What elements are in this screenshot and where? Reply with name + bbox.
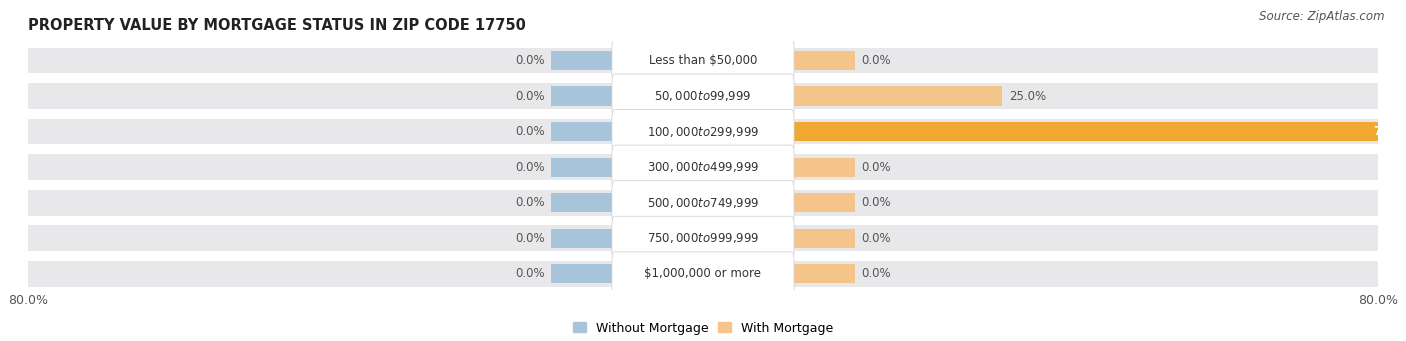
Bar bbox=[792, 193, 855, 212]
Text: $50,000 to $99,999: $50,000 to $99,999 bbox=[654, 89, 752, 103]
Bar bbox=[792, 264, 855, 283]
Text: 0.0%: 0.0% bbox=[515, 232, 544, 245]
Text: 0.0%: 0.0% bbox=[515, 196, 544, 209]
FancyBboxPatch shape bbox=[612, 252, 794, 296]
Text: 75.0%: 75.0% bbox=[1374, 125, 1406, 138]
Text: Less than $50,000: Less than $50,000 bbox=[648, 54, 758, 67]
Text: 0.0%: 0.0% bbox=[862, 54, 891, 67]
Bar bbox=[551, 229, 614, 248]
Bar bbox=[792, 158, 855, 177]
Text: 0.0%: 0.0% bbox=[862, 196, 891, 209]
Bar bbox=[28, 48, 1378, 73]
Text: $300,000 to $499,999: $300,000 to $499,999 bbox=[647, 160, 759, 174]
Text: PROPERTY VALUE BY MORTGAGE STATUS IN ZIP CODE 17750: PROPERTY VALUE BY MORTGAGE STATUS IN ZIP… bbox=[28, 18, 526, 33]
Text: 0.0%: 0.0% bbox=[515, 54, 544, 67]
Bar bbox=[28, 83, 1378, 109]
Text: $750,000 to $999,999: $750,000 to $999,999 bbox=[647, 231, 759, 245]
Bar bbox=[792, 51, 855, 70]
Bar bbox=[551, 193, 614, 212]
Bar bbox=[551, 158, 614, 177]
Text: $100,000 to $299,999: $100,000 to $299,999 bbox=[647, 124, 759, 138]
Text: 0.0%: 0.0% bbox=[862, 267, 891, 280]
Text: 0.0%: 0.0% bbox=[515, 125, 544, 138]
Bar bbox=[551, 51, 614, 70]
Bar bbox=[28, 261, 1378, 287]
Text: 25.0%: 25.0% bbox=[1010, 90, 1046, 103]
Text: 0.0%: 0.0% bbox=[515, 161, 544, 174]
Bar bbox=[792, 122, 1406, 141]
Bar bbox=[28, 154, 1378, 180]
Text: $1,000,000 or more: $1,000,000 or more bbox=[644, 267, 762, 280]
Bar bbox=[28, 119, 1378, 144]
Legend: Without Mortgage, With Mortgage: Without Mortgage, With Mortgage bbox=[569, 318, 837, 338]
FancyBboxPatch shape bbox=[612, 39, 794, 83]
Text: 0.0%: 0.0% bbox=[862, 232, 891, 245]
Text: 0.0%: 0.0% bbox=[515, 267, 544, 280]
Bar bbox=[28, 225, 1378, 251]
Text: Source: ZipAtlas.com: Source: ZipAtlas.com bbox=[1260, 10, 1385, 23]
FancyBboxPatch shape bbox=[612, 74, 794, 118]
Bar bbox=[551, 264, 614, 283]
FancyBboxPatch shape bbox=[612, 216, 794, 260]
Bar bbox=[28, 190, 1378, 216]
FancyBboxPatch shape bbox=[612, 109, 794, 154]
Bar bbox=[792, 229, 855, 248]
Bar bbox=[551, 122, 614, 141]
Bar bbox=[792, 86, 1002, 106]
FancyBboxPatch shape bbox=[612, 181, 794, 225]
Text: 0.0%: 0.0% bbox=[862, 161, 891, 174]
Bar bbox=[551, 86, 614, 106]
Text: $500,000 to $749,999: $500,000 to $749,999 bbox=[647, 196, 759, 210]
FancyBboxPatch shape bbox=[612, 145, 794, 189]
Text: 0.0%: 0.0% bbox=[515, 90, 544, 103]
